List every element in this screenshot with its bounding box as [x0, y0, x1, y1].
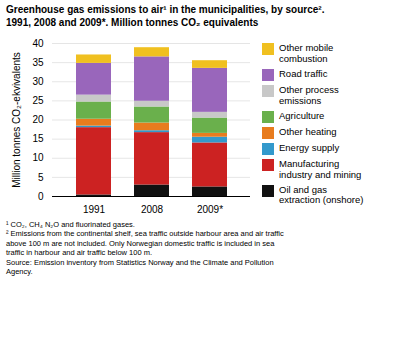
svg-text:0: 0 [38, 191, 44, 202]
svg-text:40: 40 [32, 38, 44, 49]
svg-text:2009*: 2009* [197, 204, 223, 215]
svg-text:5: 5 [38, 172, 44, 183]
svg-text:Million tonnes CO₂-ekvivalents: Million tonnes CO₂-ekvivalents [11, 52, 22, 188]
svg-text:2008: 2008 [141, 204, 164, 215]
html-text:Agriculture: Agriculture [279, 109, 325, 121]
html-text:¹ CO₂, CH₄ N₂O and fluorinated: ¹ CO₂, CH₄ N₂O and fluorinated gases. ² … [6, 220, 284, 276]
svg-text:30: 30 [32, 76, 44, 87]
svg-text:35: 35 [32, 57, 44, 68]
svg-text:20: 20 [32, 114, 44, 125]
svg-text:1991: 1991 [83, 204, 106, 215]
html-text:Other heating: Other heating [279, 125, 337, 137]
html-text:Energy supply: Energy supply [279, 141, 340, 153]
html-text:Manufacturing industry and min: Manufacturing industry and mining [279, 157, 362, 180]
svg-text:15: 15 [32, 133, 44, 144]
html-text:Greenhouse gas emissions to ai: Greenhouse gas emissions to air¹ in the … [6, 4, 325, 28]
html-text:Other process emissions: Other process emissions [279, 83, 339, 106]
html-text:Other mobile combustion: Other mobile combustion [279, 42, 334, 64]
svg-text:25: 25 [32, 95, 44, 106]
html-text:Road traffic: Road traffic [279, 67, 328, 79]
svg-text:10: 10 [32, 152, 44, 163]
html-text:Oil and gas extraction (onshor: Oil and gas extraction (onshore) [279, 183, 364, 206]
